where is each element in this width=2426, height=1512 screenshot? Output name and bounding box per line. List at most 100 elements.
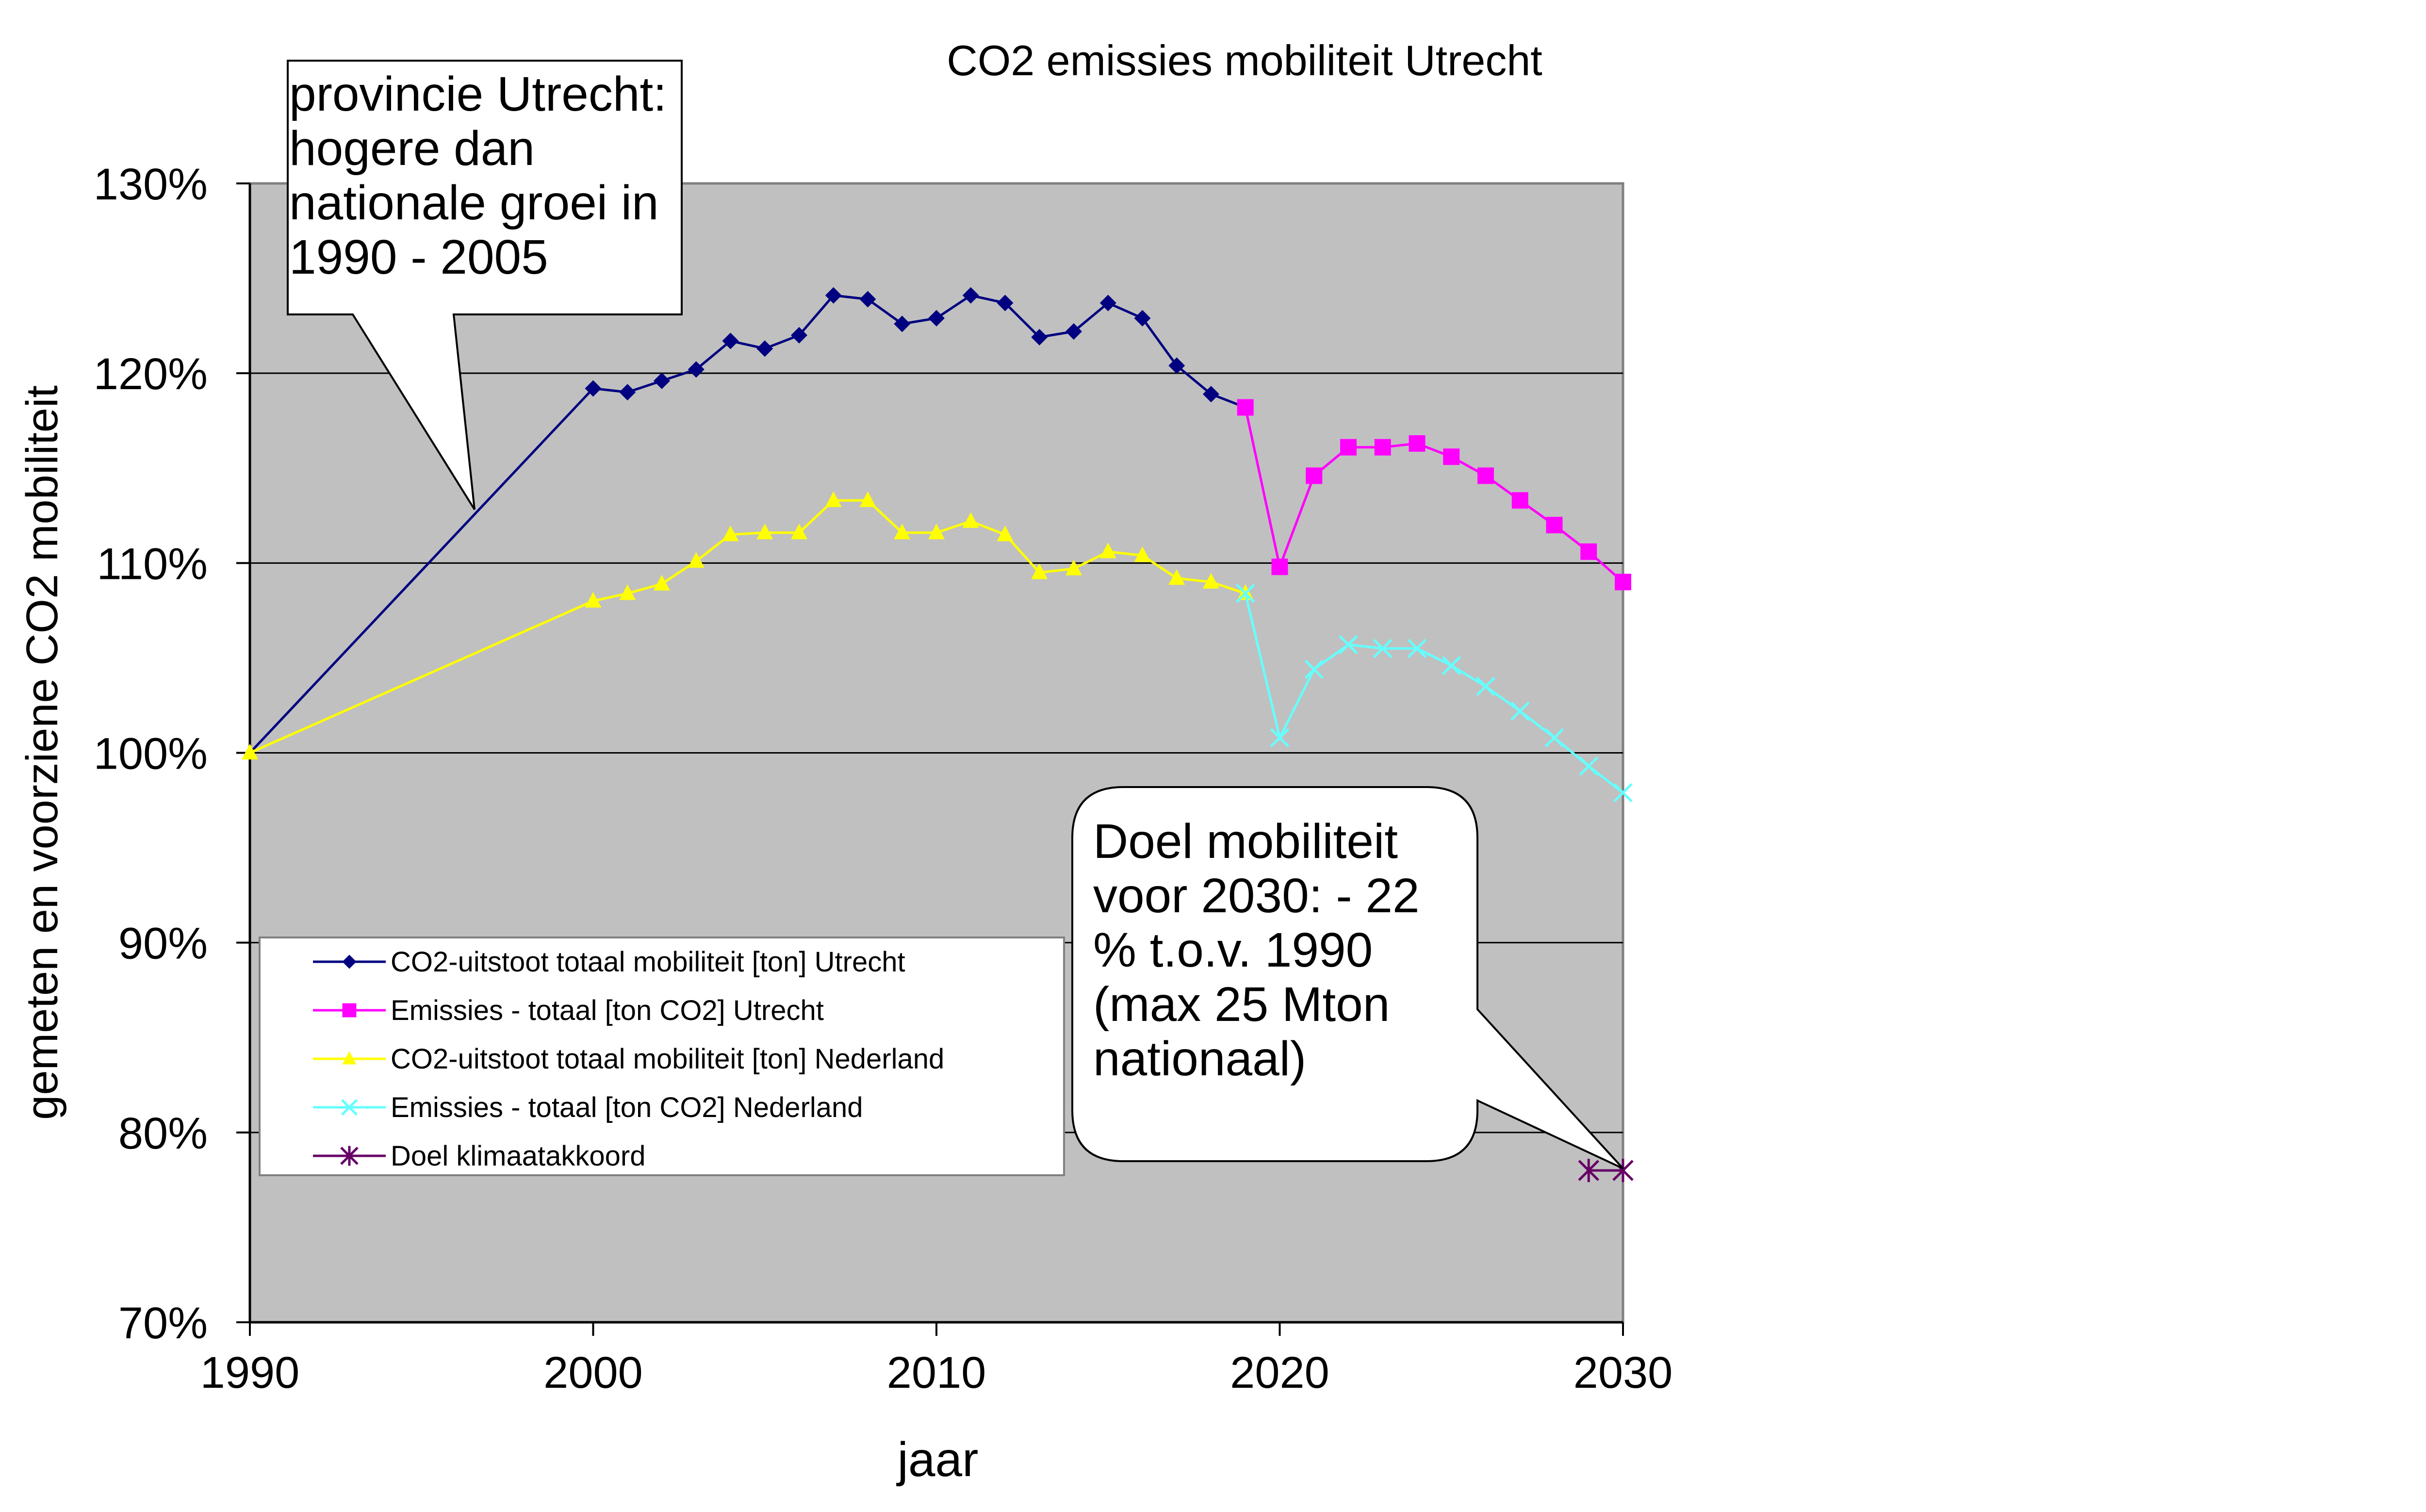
data-point — [1578, 1159, 1600, 1183]
callout-text: Doel mobiliteit — [1093, 814, 1398, 869]
callout-text: voor 2030: - 22 — [1093, 869, 1420, 923]
data-point — [1306, 467, 1323, 484]
data-point — [1235, 584, 1255, 603]
data-point — [1031, 563, 1048, 579]
data-point — [688, 552, 705, 568]
callout-text: nationale groei in — [289, 176, 659, 230]
legend-label: CO2-uitstoot totaal mobiliteit [ton] Ned… — [391, 1043, 944, 1075]
x-tick-label: 2030 — [1574, 1348, 1673, 1397]
data-point — [1340, 439, 1357, 456]
data-point — [1544, 728, 1564, 747]
data-point — [342, 954, 357, 969]
data-point — [1613, 783, 1633, 803]
legend-item: Emissies - totaal [ton CO2] Nederland — [313, 1092, 863, 1123]
data-point — [1065, 323, 1082, 340]
x-tick-label: 2020 — [1230, 1348, 1329, 1397]
data-point — [1168, 357, 1185, 374]
data-point — [340, 1146, 359, 1166]
data-point — [1203, 573, 1219, 589]
x-tick-label: 2000 — [543, 1348, 643, 1397]
data-point — [1579, 756, 1599, 776]
data-point — [1409, 435, 1426, 452]
data-point — [722, 525, 739, 542]
data-point — [1546, 517, 1563, 534]
data-point — [1134, 310, 1151, 327]
x-tick-label: 2010 — [887, 1348, 986, 1397]
data-point — [1442, 656, 1461, 675]
y-tick-label: 110% — [97, 539, 208, 589]
data-point — [1134, 546, 1151, 562]
data-point — [791, 327, 807, 344]
data-point — [619, 584, 636, 600]
data-point — [894, 315, 911, 332]
legend-item: CO2-uitstoot totaal mobiliteit [ton] Ned… — [313, 1043, 944, 1075]
chart-title: CO2 emissies mobiliteit Utrecht — [947, 36, 1542, 84]
data-point — [342, 1051, 357, 1065]
data-point — [1510, 701, 1530, 721]
series — [249, 287, 1254, 754]
legend-item: Emissies - totaal [ton CO2] Utrecht — [313, 995, 824, 1026]
y-tick-label: 120% — [94, 349, 208, 399]
y-axis-label: gemeten en voorziene CO2 mobiliteit — [17, 385, 67, 1120]
data-point — [962, 287, 979, 304]
data-point — [619, 384, 636, 401]
data-point — [654, 372, 670, 389]
data-point — [756, 524, 773, 540]
data-point — [342, 1003, 357, 1018]
data-point — [1031, 329, 1048, 345]
series-layer — [242, 287, 1634, 1183]
callout-text: % t.o.v. 1990 — [1093, 923, 1373, 977]
legend-label: CO2-uitstoot totaal mobiliteit [ton] Utr… — [391, 946, 905, 978]
callout-text: nationaal) — [1093, 1032, 1306, 1086]
y-tick-label: 90% — [118, 919, 208, 969]
data-point — [1271, 559, 1288, 575]
data-point — [894, 524, 911, 540]
data-point — [1374, 439, 1391, 456]
data-point — [1203, 386, 1219, 403]
legend-item: CO2-uitstoot totaal mobiliteit [ton] Utr… — [313, 946, 905, 978]
data-point — [1270, 728, 1290, 747]
data-point — [1580, 543, 1597, 560]
data-point — [825, 491, 842, 507]
data-point — [1339, 635, 1358, 655]
data-point — [1304, 659, 1324, 679]
data-point — [654, 575, 670, 591]
y-tick-label: 70% — [118, 1298, 208, 1348]
series — [242, 491, 1254, 760]
data-point — [341, 1099, 358, 1116]
data-point — [1443, 448, 1460, 465]
legend-box — [259, 937, 1065, 1176]
data-point — [1477, 467, 1494, 484]
callout-text: 1990 - 2005 — [289, 230, 548, 284]
data-point — [928, 310, 945, 327]
data-point — [1511, 492, 1528, 509]
data-point — [756, 340, 773, 357]
data-point — [722, 332, 739, 349]
data-point — [585, 380, 602, 397]
data-point — [688, 361, 705, 378]
data-point — [242, 743, 258, 760]
callout-text: provincie Utrecht: — [289, 67, 667, 121]
legend-label: Doel klimaatakkoord — [391, 1140, 645, 1172]
legend-label: Emissies - totaal [ton CO2] Nederland — [391, 1092, 863, 1123]
data-point — [1099, 295, 1116, 312]
data-point — [997, 525, 1014, 542]
data-point — [859, 491, 876, 507]
data-point — [997, 295, 1014, 312]
data-point — [928, 524, 945, 540]
x-tick-label: 1990 — [200, 1348, 300, 1397]
y-tick-label: 80% — [118, 1109, 208, 1158]
data-point — [791, 524, 807, 540]
legend-label: Emissies - totaal [ton CO2] Utrecht — [391, 995, 824, 1026]
callout-text: hogere dan — [289, 121, 535, 176]
callout-text: (max 25 Mton — [1093, 977, 1390, 1032]
data-point — [825, 287, 842, 304]
data-point — [859, 291, 876, 308]
series — [1235, 584, 1633, 803]
data-point — [1407, 639, 1427, 658]
series — [1237, 399, 1631, 591]
data-point — [1168, 569, 1185, 585]
data-point — [1099, 542, 1116, 559]
